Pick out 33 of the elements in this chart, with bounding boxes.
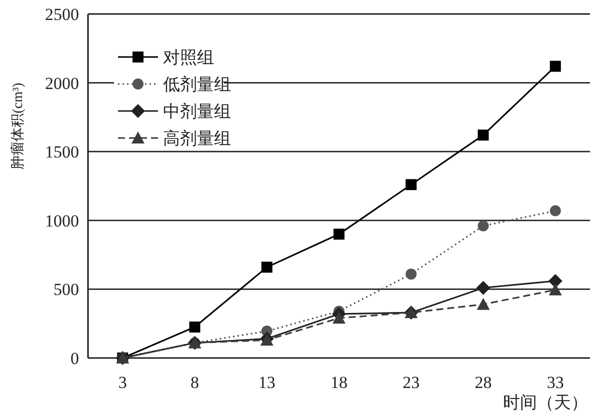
y-tick-label: 1000 (45, 211, 79, 230)
point (334, 228, 344, 240)
legend-label: 中剂量组 (163, 102, 231, 121)
point (189, 322, 200, 333)
point (406, 179, 417, 190)
point (478, 130, 489, 141)
x-tick-label: 8 (190, 373, 199, 392)
x-tick-label: 18 (330, 373, 348, 392)
y-tick-label: 500 (54, 280, 79, 300)
x-tick-label: 33 (546, 373, 564, 392)
point (548, 283, 562, 296)
point (476, 280, 490, 295)
x-tick-label: 23 (402, 373, 420, 392)
x-tick-label: 3 (118, 373, 127, 392)
point (332, 312, 346, 324)
x-tick-label: 28 (474, 373, 492, 392)
point (478, 220, 489, 232)
y-tick-label: 2000 (45, 74, 79, 93)
legend-label: 低剂量组 (163, 75, 231, 94)
point (261, 262, 272, 273)
point (476, 298, 490, 310)
y-axis-title: 肿瘤体积(cm³) (10, 82, 26, 170)
legend-label: 高剂量组 (163, 129, 231, 148)
x-tick-label: 13 (258, 373, 276, 392)
y-tick-label: 0 (70, 349, 79, 368)
legend-label: 对照组 (163, 48, 214, 67)
y-tick-label: 2500 (45, 5, 79, 24)
point (406, 268, 417, 280)
x-axis-title: 时间（天） (503, 393, 588, 412)
y-tick-label: 1500 (45, 142, 79, 162)
point (550, 60, 561, 72)
point (550, 205, 561, 216)
point (548, 274, 562, 288)
